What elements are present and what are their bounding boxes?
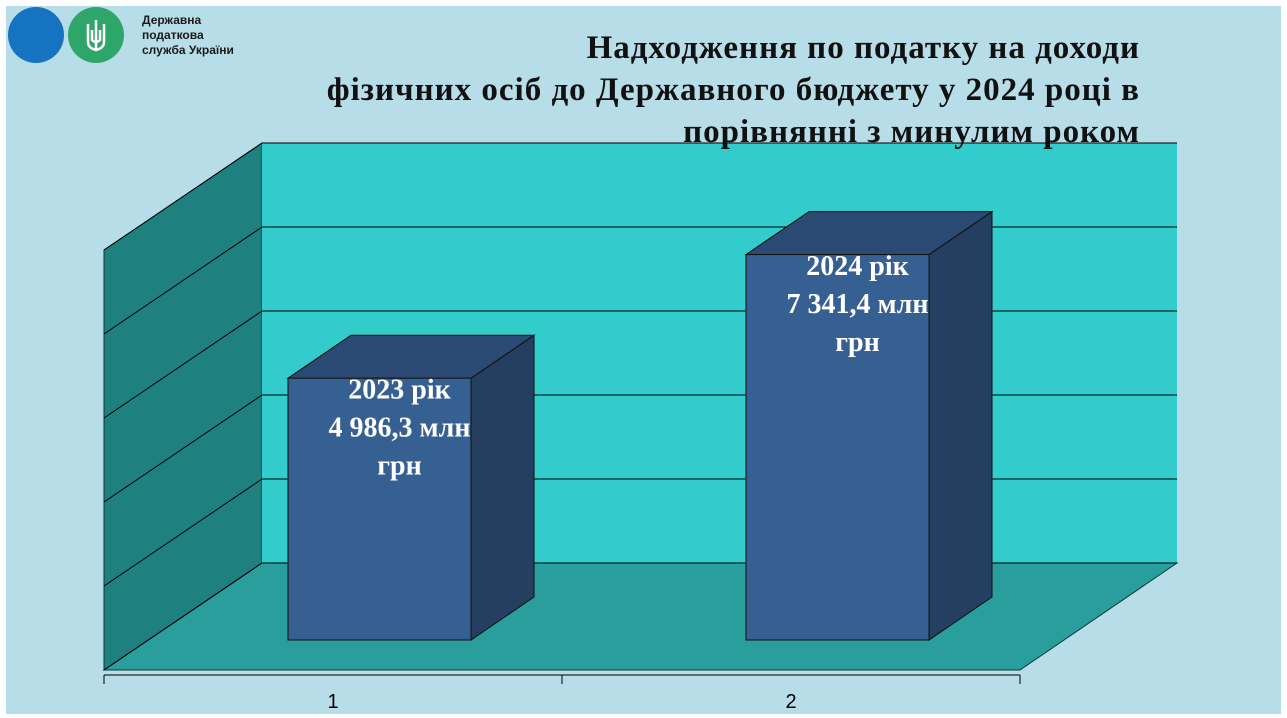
bar — [745, 254, 930, 641]
x-tick-label: 1 — [327, 691, 338, 713]
value-label: 2023 рік — [348, 375, 451, 406]
bar — [287, 377, 472, 641]
bar-side — [928, 210, 993, 641]
logo-text: податкова — [142, 28, 204, 42]
value-label: 2024 рік — [806, 251, 909, 282]
chart-title: Надходження по податку на доходи — [587, 30, 1140, 66]
chart-title: фізичних осіб до Державного бюджету у 20… — [327, 72, 1140, 108]
grid-line — [103, 310, 263, 419]
grid-line — [103, 394, 263, 503]
value-label: грн — [835, 327, 879, 358]
grid-line — [103, 562, 263, 671]
value-label: грн — [377, 451, 421, 482]
logo-circle — [8, 7, 64, 63]
grid-line — [103, 478, 263, 587]
grid-line — [103, 226, 263, 335]
value-label: 4 986,3 млн — [329, 413, 471, 444]
floor — [102, 562, 1179, 671]
chart-title: порівнянні з минулим роком — [683, 114, 1140, 150]
logo-trident — [86, 20, 106, 52]
logo-text: служба України — [142, 43, 234, 57]
bar-side — [470, 334, 535, 641]
logo-text: Державна — [142, 13, 201, 27]
x-tick-label: 2 — [785, 691, 796, 713]
grid-line — [103, 142, 263, 251]
value-label: 7 341,4 млн — [787, 289, 929, 320]
